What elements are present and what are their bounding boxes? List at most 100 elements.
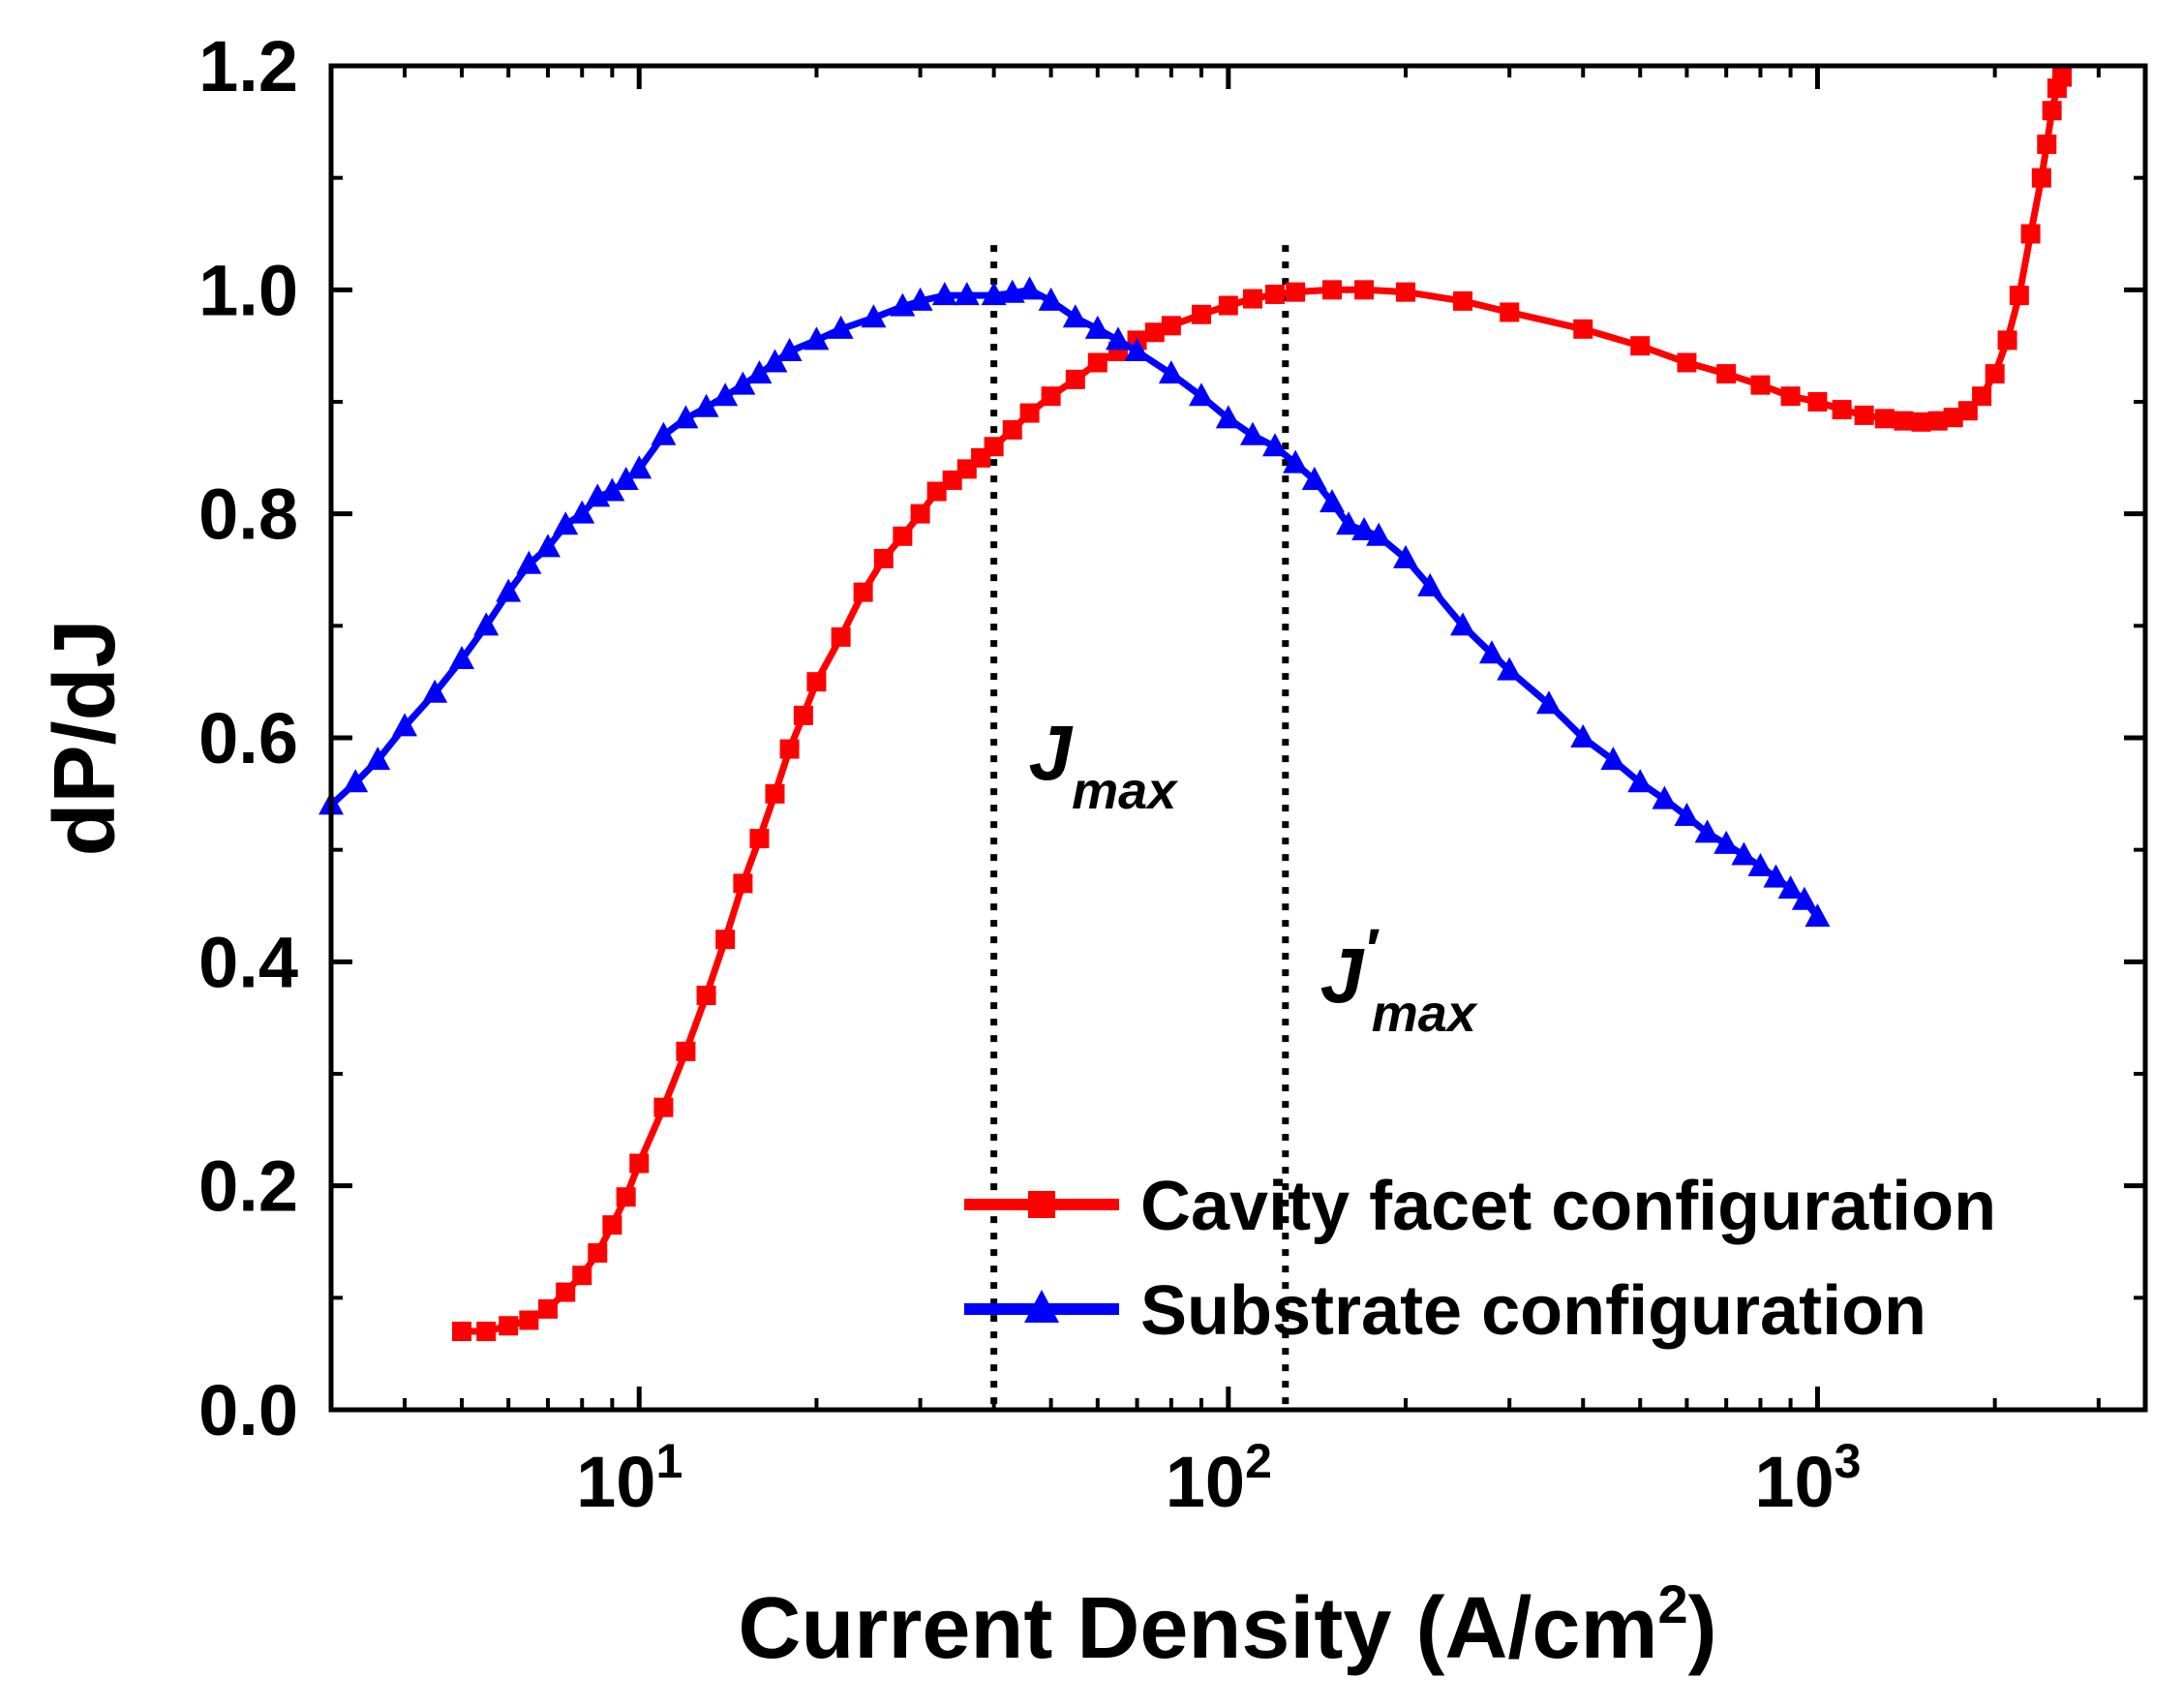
data-point [1191,304,1211,324]
data-point [931,282,957,306]
data-point [365,747,391,771]
data-point [1218,295,1238,316]
data-point [537,1298,558,1319]
legend-label: Substrate configuration [1140,1272,1926,1350]
data-point [746,360,773,384]
data-point [569,500,595,524]
data-point [1674,802,1700,826]
data-point [942,470,962,490]
data-point [449,646,475,670]
x-axis-title-main: Current Density (A/cm [738,1580,1657,1677]
data-point [1677,352,1697,373]
data-point [653,1097,674,1117]
data-point [733,873,753,894]
y-tick-label: 1.2 [198,26,298,107]
data-point [1747,853,1774,877]
data-point [1791,886,1817,910]
y-tick-label: 0.6 [198,698,298,778]
data-point [1535,690,1562,715]
data-point [676,1041,696,1061]
data-point [1351,517,1378,541]
data-point [1854,405,1874,425]
data-point [1997,330,2017,351]
data-point [2042,101,2062,121]
data-point [519,1310,539,1330]
data-point [715,930,736,950]
data-point [496,578,522,602]
data-point [1570,724,1596,747]
data-point [762,349,788,373]
data-point [602,1215,622,1235]
data-point [1301,466,1327,490]
data-point [599,477,625,502]
data-point [1957,401,1978,421]
data-point [1366,522,1392,546]
data-point [1500,302,1520,322]
data-point [673,405,699,429]
legend-label: Cavity facet configuration [1140,1168,1996,1245]
data-point [1240,421,1266,445]
data-point [473,612,500,636]
data-point [1124,337,1150,361]
annotation-jmax-2: J′ max [1320,917,1478,1043]
data-point [588,1243,608,1264]
data-point [534,534,561,558]
data-point [1062,304,1088,328]
data-point [1911,412,1931,432]
data-point [499,1316,519,1336]
data-point [1497,656,1523,681]
data-point [907,287,933,311]
data-point [861,304,887,328]
data-point [2020,224,2041,244]
data-point [1041,386,1061,407]
data-point [1105,326,1131,351]
x-tick-label: 101 [576,1434,682,1522]
annotations: Jmax J′ max [1029,710,1478,1043]
data-point [1065,369,1085,389]
data-point [556,1282,576,1302]
data-point [1763,864,1789,888]
data-point [1087,352,1107,373]
data-point [1780,386,1801,407]
data-point [1319,489,1345,513]
x-axis-title-sup: 2 [1658,1573,1688,1634]
reference-lines [990,245,1289,1410]
data-point [853,582,873,602]
legend-marker [1024,1290,1059,1323]
data-point [1943,408,1963,428]
y-tick-label: 0.8 [198,474,298,555]
data-point [1084,315,1110,339]
data-point [626,455,652,479]
data-point [1630,336,1651,356]
data-point [1927,411,1948,431]
data-point [1144,322,1165,343]
data-point [1731,841,1757,866]
data-point [1393,544,1419,568]
data-point [1286,282,1306,302]
data-point [1016,276,1043,300]
data-point [1750,375,1771,395]
data-point [629,1153,650,1174]
data-point [1573,319,1593,339]
annotation-jmax-1: Jmax [1029,710,1179,820]
data-point [1243,289,1263,309]
data-point [693,393,719,417]
data-point [1777,875,1804,900]
data-point [1417,572,1443,596]
series-substrate [318,276,1831,928]
data-point [713,382,739,407]
data-point [1396,282,1416,302]
data-point [804,326,830,351]
data-point [1894,411,1914,431]
data-point [1265,284,1286,304]
data-point [2009,286,2029,306]
data-point [1450,612,1476,636]
data-point [1972,386,1992,407]
data-point [1874,409,1895,429]
data-point [1354,280,1375,300]
y-tick-label: 1.0 [198,250,298,330]
data-point [926,481,947,502]
data-point [1002,419,1022,440]
